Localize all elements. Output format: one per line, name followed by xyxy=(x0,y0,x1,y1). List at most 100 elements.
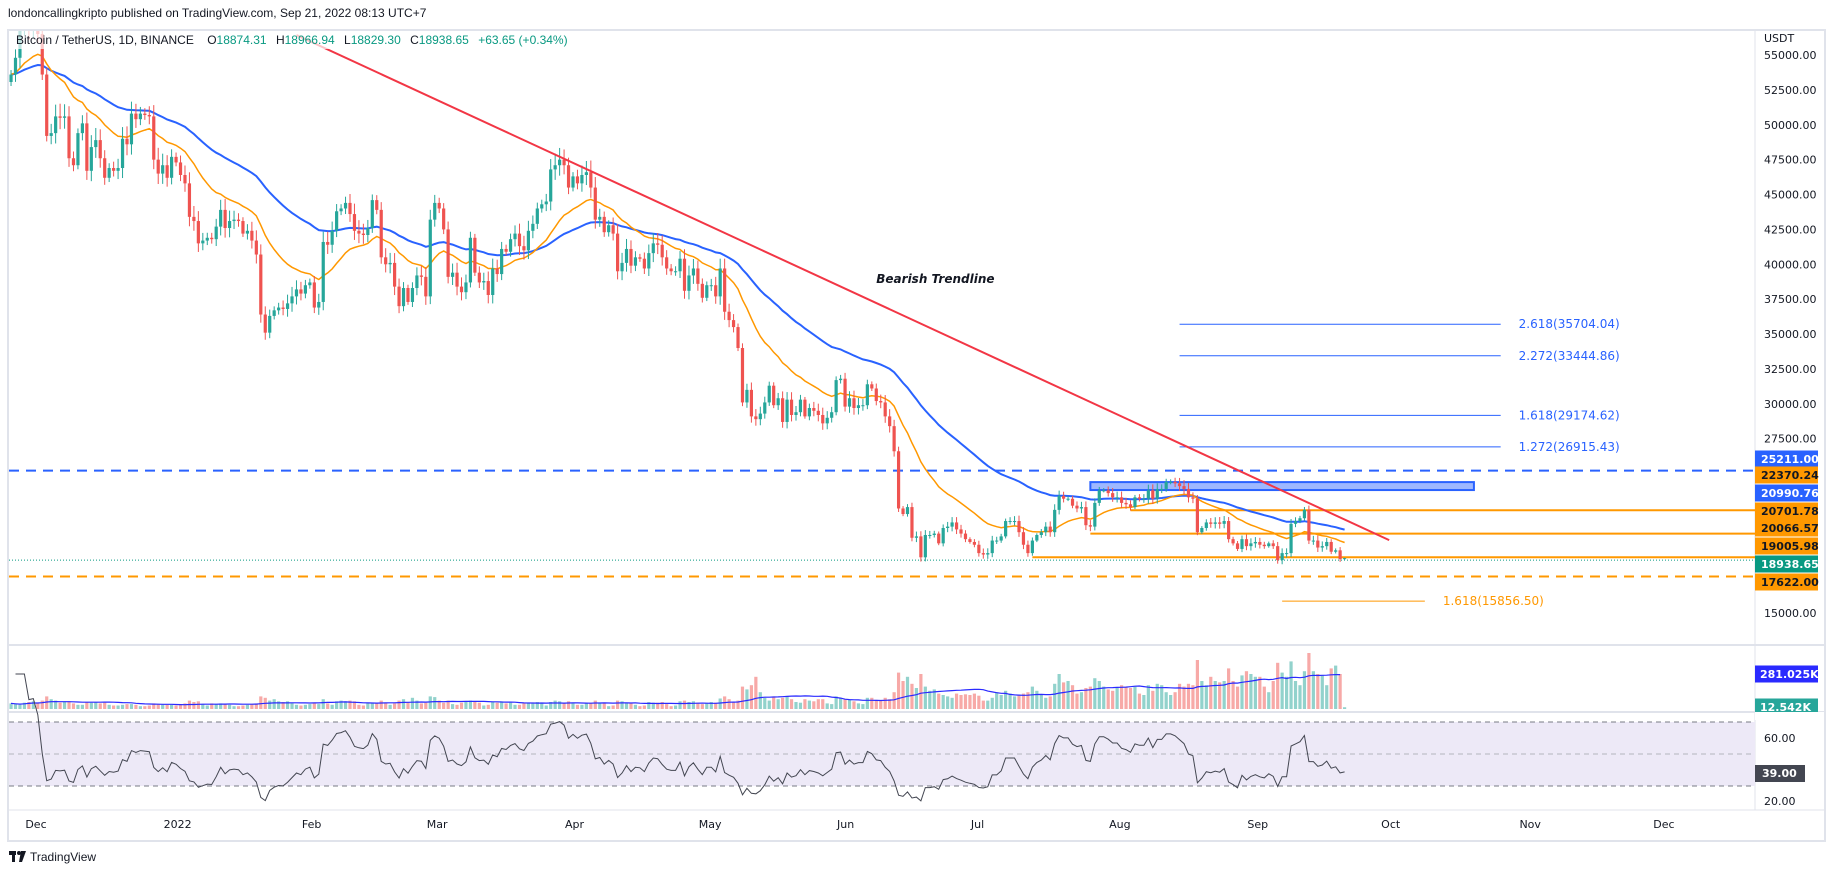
candle-body xyxy=(54,116,58,134)
volume-bar xyxy=(633,704,638,709)
candle-body xyxy=(847,398,852,407)
volume-bar xyxy=(1017,695,1021,709)
price-tick-label: 45000.00 xyxy=(1764,189,1817,202)
volume-bar xyxy=(660,702,664,709)
tradingview-brand: TradingView xyxy=(30,850,96,864)
candle-body xyxy=(1186,488,1191,498)
volume-bar xyxy=(571,703,575,709)
volume-bar xyxy=(312,703,316,709)
price-tick-label: 32500.00 xyxy=(1764,363,1817,376)
volume-bar xyxy=(67,701,71,709)
candle-body xyxy=(727,311,731,321)
volume-bar xyxy=(901,681,905,709)
volume-bar xyxy=(223,704,227,709)
volume-bar xyxy=(268,700,272,709)
volume-bar xyxy=(455,704,459,709)
candle-body xyxy=(89,147,93,171)
tradingview-logo-icon[interactable]: TradingView xyxy=(9,850,96,864)
candle-body xyxy=(798,399,803,413)
volume-bar xyxy=(839,697,843,709)
volume-bar xyxy=(513,704,517,709)
candle-body xyxy=(1128,504,1133,508)
candle-body xyxy=(995,540,999,542)
volume-bar xyxy=(941,695,945,709)
candle-body xyxy=(616,233,620,272)
volume-bar xyxy=(1249,674,1253,709)
candle-body xyxy=(861,405,865,407)
volume-bar xyxy=(1227,668,1231,709)
volume-bar xyxy=(807,700,811,709)
volume-bar xyxy=(1004,690,1008,709)
candle-body xyxy=(607,225,611,233)
volume-pane[interactable] xyxy=(9,653,1347,709)
volume-bar xyxy=(45,696,49,709)
candle-body xyxy=(152,116,156,160)
volume-bar xyxy=(437,700,441,709)
candle-body xyxy=(103,158,107,178)
volume-bar xyxy=(1084,688,1088,709)
candle-body xyxy=(508,239,513,252)
candle-body xyxy=(49,133,53,136)
rsi-tick-label: 60.00 xyxy=(1764,732,1796,745)
volume-bar xyxy=(379,700,383,709)
candle-body xyxy=(1253,541,1257,544)
candle-body xyxy=(468,237,473,283)
volume-bar xyxy=(558,701,562,709)
price-tick-label: 52500.00 xyxy=(1764,84,1817,97)
volume-bar xyxy=(1204,685,1208,709)
volume-bar xyxy=(1267,692,1271,709)
candle-body xyxy=(789,399,794,415)
volume-bar xyxy=(1079,692,1084,709)
candle-body xyxy=(758,413,762,420)
candle-body xyxy=(972,541,976,545)
candle-body xyxy=(370,200,374,229)
candle-body xyxy=(433,202,437,220)
open-value: 18874.31 xyxy=(217,33,267,47)
volume-bar xyxy=(1289,661,1293,709)
candle-body xyxy=(446,229,450,277)
fib-extension-label: 1.618(15856.50) xyxy=(1443,594,1544,608)
price-tag xyxy=(1755,502,1818,520)
volume-bar xyxy=(870,697,874,709)
volume-bar xyxy=(575,704,580,709)
candle-body xyxy=(504,248,508,252)
candle-body xyxy=(156,159,160,174)
candle-body xyxy=(1240,539,1244,549)
volume-bar xyxy=(1325,685,1329,709)
volume-bar xyxy=(847,699,852,709)
candle-body xyxy=(1258,541,1262,545)
volume-bar xyxy=(1276,662,1280,709)
candle-body xyxy=(1195,498,1199,533)
volume-bar xyxy=(593,700,597,709)
volume-bar xyxy=(125,704,129,709)
volume-bar xyxy=(58,702,62,709)
volume-bar xyxy=(794,702,798,709)
price-tick-label: 42500.00 xyxy=(1764,223,1817,236)
candle-body xyxy=(1271,543,1275,547)
time-tick-label: Aug xyxy=(1109,818,1130,831)
volume-bar xyxy=(156,704,160,709)
time-tick-label: Jul xyxy=(970,818,984,831)
volume-bar xyxy=(500,701,504,709)
volume-bar xyxy=(950,697,954,709)
candle-body xyxy=(709,285,713,287)
price-tag-label: 18938.65 xyxy=(1761,558,1819,571)
symbol-legend[interactable]: Bitcoin / TetherUS, 1D, BINANCE O18874.3… xyxy=(16,33,568,47)
volume-bar xyxy=(718,698,722,709)
volume-bar xyxy=(1075,693,1079,709)
volume-bar xyxy=(241,705,245,709)
candle-body xyxy=(736,327,740,349)
candle-body xyxy=(1325,541,1329,547)
volume-bar xyxy=(665,704,669,709)
volume-bar xyxy=(852,701,856,709)
candle-body xyxy=(531,223,535,231)
candle-body xyxy=(963,533,968,540)
volume-bar xyxy=(785,696,789,709)
volume-bar xyxy=(1128,688,1133,709)
volume-bar xyxy=(85,702,89,709)
candle-body xyxy=(937,533,941,544)
candle-body xyxy=(526,230,530,251)
volume-bar xyxy=(13,704,18,709)
price-pane[interactable]: 2.618(35704.04) 2.272(33444.86) 1.618(2917… xyxy=(9,1,1755,608)
